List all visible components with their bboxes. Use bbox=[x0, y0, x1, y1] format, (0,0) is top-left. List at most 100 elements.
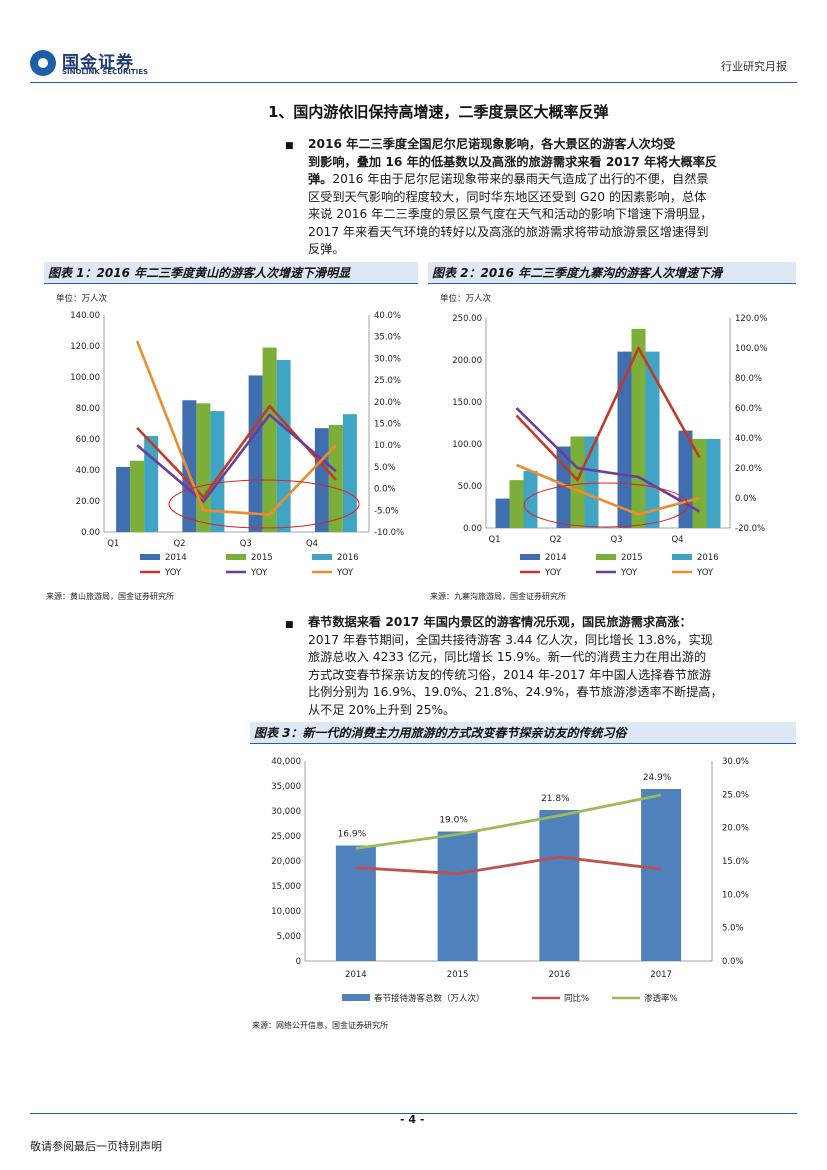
bar bbox=[314, 428, 329, 532]
y-tick-label: 100.00 bbox=[70, 373, 100, 383]
para2-line: 旅游总收入 4233 亿元，同比增长 15.9%。新一代的消费主力在用出游的 bbox=[308, 650, 707, 664]
bar bbox=[495, 498, 510, 528]
bullet-icon: ■ bbox=[285, 620, 294, 630]
y2-tick-label: 10.0% bbox=[722, 890, 749, 900]
legend-swatch bbox=[140, 554, 160, 560]
figure2-source: 来源：九寨沟旅游局，国金证券研究所 bbox=[430, 592, 566, 601]
x-tick-label: 2016 bbox=[549, 970, 571, 980]
y2-tick-label: -5.0% bbox=[374, 506, 399, 516]
paragraph-weather-impact: 2016 年二三季度全国尼尔尼诺现象影响，各大景区的游客人次均受 到影响，叠加 … bbox=[308, 136, 788, 259]
legend-swatch bbox=[596, 554, 616, 560]
legend-label: 渗透率% bbox=[644, 993, 678, 1004]
bar bbox=[523, 470, 538, 528]
y-tick-label: 150.00 bbox=[452, 398, 482, 408]
y2-tick-label: 15.0% bbox=[722, 857, 749, 867]
legend-label: 2016 bbox=[697, 553, 719, 563]
bar bbox=[570, 436, 585, 528]
bar bbox=[539, 810, 580, 961]
y2-tick-label: 35.0% bbox=[374, 333, 401, 343]
y-tick-label: 5,000 bbox=[277, 932, 301, 942]
y2-tick-label: 5.0% bbox=[374, 463, 396, 473]
legend-swatch bbox=[520, 554, 540, 560]
data-label: 16.9% bbox=[338, 830, 367, 840]
unit-label: 单位：万人次 bbox=[56, 293, 108, 304]
y2-tick-label: -10.0% bbox=[374, 528, 404, 538]
bar bbox=[706, 438, 721, 528]
x-tick-label: Q2 bbox=[173, 539, 185, 549]
yoy-line bbox=[135, 340, 337, 516]
legend-label: 2014 bbox=[545, 553, 567, 563]
legend-label: 同比% bbox=[564, 993, 589, 1004]
legend-swatch bbox=[342, 994, 370, 1001]
para2-line: 比例分别为 16.9%、19.0%、21.8%、24.9%，春节旅游渗透率不断提… bbox=[308, 685, 723, 699]
y2-tick-label: 60.0% bbox=[735, 404, 762, 414]
legend-label: 2016 bbox=[337, 553, 359, 563]
report-type: 行业研究月报 bbox=[721, 60, 787, 73]
y2-tick-label: 120.0% bbox=[735, 314, 767, 324]
y-tick-label: 20.00 bbox=[76, 497, 100, 507]
para1-line: 2016 年由于尼尔尼诺现象带来的暴雨天气造成了出行的不便，自然景 bbox=[332, 172, 709, 186]
data-label: 24.9% bbox=[643, 773, 672, 783]
chart-jiuzhaigou: 单位：万人次 0.00 50.00 100.00 150.00 200.00 250.00 -… bbox=[440, 293, 767, 578]
y2-tick-label: 30.0% bbox=[722, 757, 749, 767]
series-line bbox=[355, 855, 662, 876]
x-tick-label: Q4 bbox=[671, 535, 683, 545]
para1-bold-line: 到影响，叠加 16 年的低基数以及高涨的旅游需求来看 2017 年将大概率反 bbox=[308, 154, 718, 169]
y-tick-label: 40.00 bbox=[76, 466, 100, 476]
legend-label: YOY bbox=[336, 568, 354, 578]
company-name-cn: 国金证券 bbox=[62, 53, 134, 73]
bar bbox=[641, 789, 682, 961]
y-tick-label: 15,000 bbox=[271, 882, 301, 892]
y-tick-label: 10,000 bbox=[271, 907, 301, 917]
bar bbox=[276, 359, 291, 532]
y2-tick-label: 10.0% bbox=[374, 441, 401, 451]
section-title: 1、国内游依旧保持高增速，二季度景区大概率反弹 bbox=[268, 103, 609, 121]
bar bbox=[335, 845, 376, 961]
para1-line: 区受到天气影响的程度较大，同时华东地区还受到 G20 的因素影响，总体 bbox=[308, 189, 707, 204]
y-tick-label: 25,000 bbox=[271, 832, 301, 842]
para2-line: 方式改变春节探亲访友的传统习俗，2014 年-2017 年中国人选择春节旅游 bbox=[308, 667, 712, 682]
paragraph-spring-festival: 春节数据来看 2017 年国内景区的游客情况乐观，国民旅游需求高涨： 2017 … bbox=[308, 614, 788, 719]
figure3-title: 图表 3：新一代的消费主力用旅游的方式改变春节探亲访友的传统习俗 bbox=[250, 722, 796, 744]
unit-label: 单位：万人次 bbox=[440, 293, 492, 304]
bar bbox=[248, 375, 263, 532]
x-tick-label: Q1 bbox=[107, 539, 119, 549]
y2-tick-label: -20.0% bbox=[735, 524, 765, 534]
chart-huangshan: 单位：万人次 0.00 20.00 40.00 60.00 80.00 100.00 120.… bbox=[56, 293, 404, 578]
x-tick-label: Q3 bbox=[610, 535, 622, 545]
disclaimer: 敬请参阅最后一页特别声明 bbox=[30, 1140, 162, 1153]
series-line bbox=[355, 793, 662, 850]
y-tick-label: 40,000 bbox=[271, 757, 301, 767]
legend-label: 春节接待游客总数（万人次） bbox=[374, 993, 485, 1004]
y2-tick-label: 80.0% bbox=[735, 374, 762, 384]
x-tick-label: Q1 bbox=[488, 535, 500, 545]
x-tick-label: 2015 bbox=[447, 970, 469, 980]
y-tick-label: 140.00 bbox=[70, 311, 100, 321]
x-tick-label: 2014 bbox=[345, 970, 367, 980]
legend-swatch bbox=[226, 554, 246, 560]
footer-divider bbox=[30, 1113, 797, 1114]
para1-bold-line: 弹。 bbox=[308, 172, 333, 186]
y-tick-label: 200.00 bbox=[452, 356, 482, 366]
x-tick-label: 2017 bbox=[650, 970, 672, 980]
yoy-line bbox=[515, 407, 701, 513]
y2-tick-label: 25.0% bbox=[722, 790, 749, 800]
figure3-source: 来源：网络公开信息，国金证券研究所 bbox=[252, 1021, 388, 1030]
x-tick-label: Q4 bbox=[306, 539, 318, 549]
y-tick-label: 50.00 bbox=[458, 482, 482, 492]
y2-tick-label: 0.0% bbox=[735, 494, 757, 504]
legend-label: 2014 bbox=[165, 553, 187, 563]
bar bbox=[196, 403, 211, 532]
para1-line: 2017 年来看天气环境的转好以及高涨的旅游需求将带动旅游景区增速得到 bbox=[308, 224, 709, 239]
y-tick-label: 100.00 bbox=[452, 440, 482, 450]
highlight-ellipse bbox=[523, 482, 689, 528]
para2-lead: 春节数据来看 2017 年国内景区的游客情况乐观，国民旅游需求高涨： bbox=[308, 615, 692, 629]
bar bbox=[509, 480, 524, 528]
legend-label: YOY bbox=[164, 568, 182, 578]
para1-line: 来说 2016 年二三季度的景区景气度在天气和活动的影响下增速下滑明显， bbox=[308, 207, 713, 221]
bar bbox=[130, 460, 145, 532]
y2-tick-label: 20.0% bbox=[735, 464, 762, 474]
data-label: 19.0% bbox=[439, 816, 468, 826]
legend-label: YOY bbox=[620, 568, 638, 578]
para2-line: 从不足 20%上升到 25%。 bbox=[308, 702, 456, 717]
